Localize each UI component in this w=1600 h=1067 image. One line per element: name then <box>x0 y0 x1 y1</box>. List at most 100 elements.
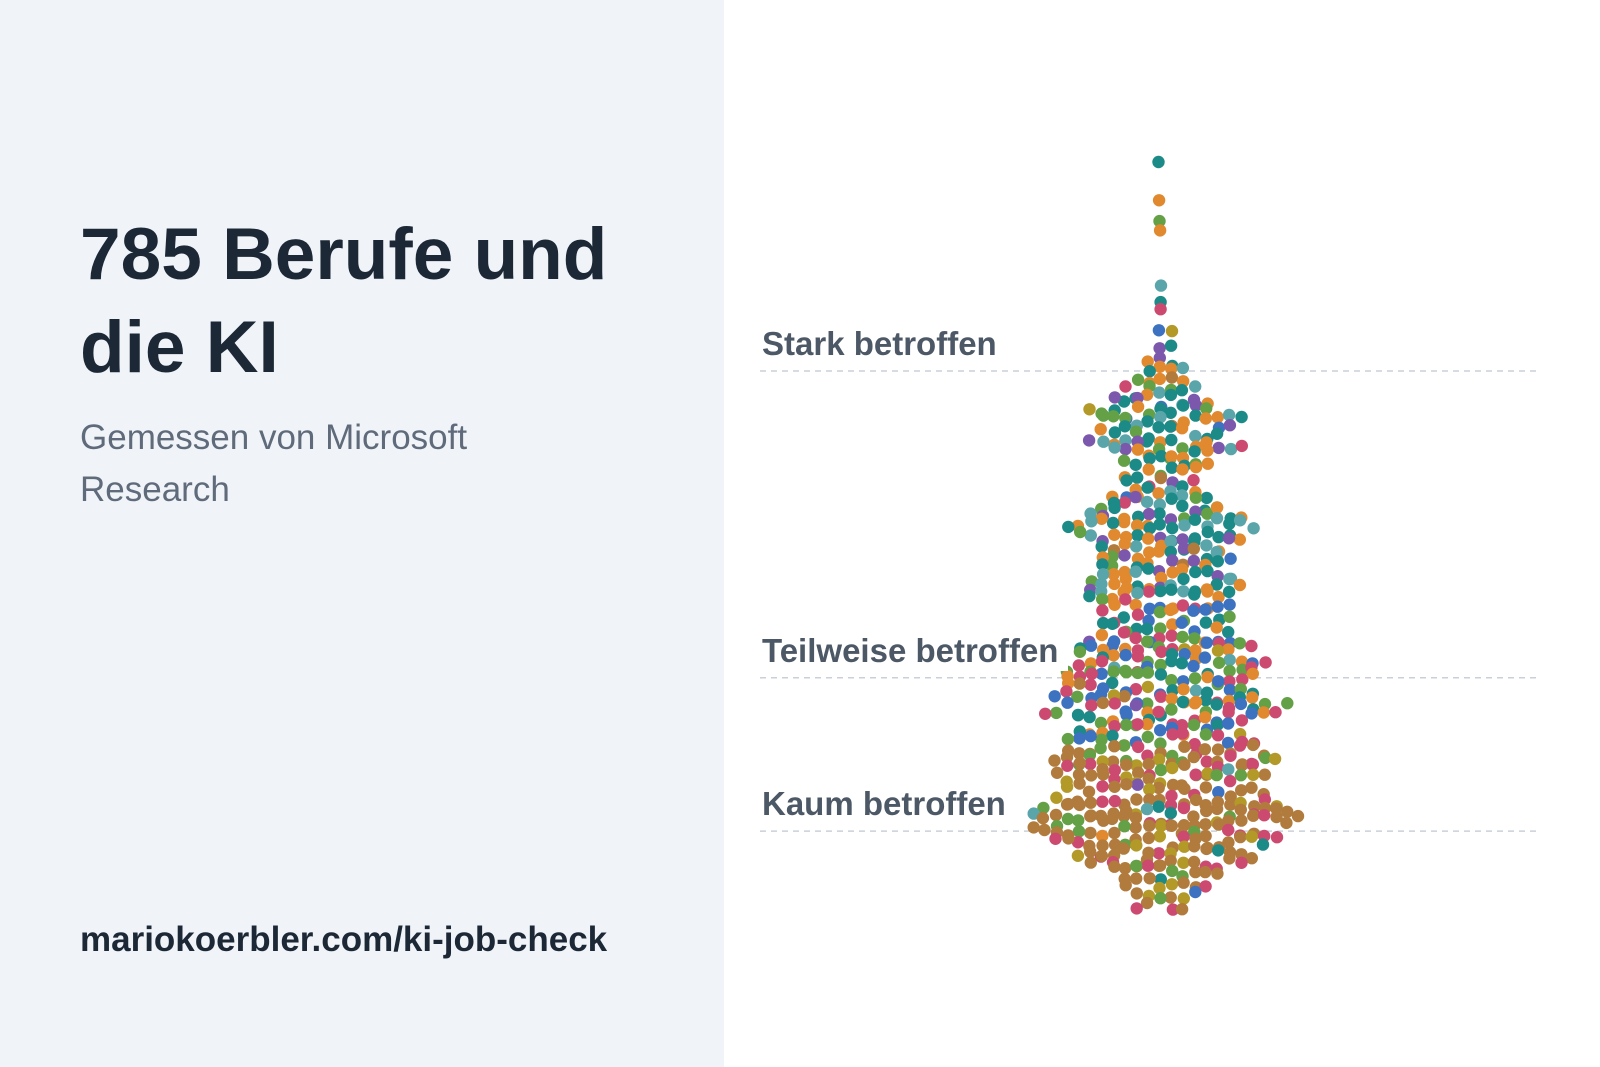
occupation-dot[interactable] <box>1200 804 1213 818</box>
occupation-dot[interactable] <box>1108 860 1121 873</box>
occupation-dot[interactable] <box>1152 705 1165 719</box>
occupation-dot[interactable] <box>1129 683 1143 696</box>
occupation-dot[interactable] <box>1199 728 1213 741</box>
occupation-dot[interactable] <box>1071 849 1085 862</box>
occupation-dot[interactable] <box>1084 757 1097 771</box>
occupation-dot[interactable] <box>1189 695 1203 709</box>
occupation-dot[interactable] <box>1142 831 1155 845</box>
occupation-dot[interactable] <box>1106 617 1119 630</box>
occupation-dot[interactable] <box>1189 399 1203 412</box>
occupation-dot[interactable] <box>1189 793 1203 807</box>
occupation-dot[interactable] <box>1246 758 1259 771</box>
occupation-dot[interactable] <box>1108 826 1121 840</box>
occupation-dot[interactable] <box>1084 845 1097 858</box>
occupation-dot[interactable] <box>1154 668 1168 681</box>
occupation-dot[interactable] <box>1072 814 1085 827</box>
occupation-dot[interactable] <box>1222 625 1235 639</box>
occupation-dot[interactable] <box>1280 816 1293 830</box>
occupation-dot[interactable] <box>1210 427 1224 440</box>
occupation-dot[interactable] <box>1129 598 1142 612</box>
occupation-dot[interactable] <box>1154 303 1167 316</box>
occupation-dot[interactable] <box>1234 769 1248 782</box>
occupation-dot[interactable] <box>1199 694 1212 707</box>
occupation-dot[interactable] <box>1153 881 1166 895</box>
occupation-dot[interactable] <box>1141 718 1154 731</box>
occupation-dot[interactable] <box>1223 653 1236 667</box>
occupation-dot[interactable] <box>1060 750 1074 764</box>
occupation-dot[interactable] <box>1223 664 1236 678</box>
occupation-dot[interactable] <box>1222 706 1235 719</box>
occupation-dot[interactable] <box>1131 778 1144 791</box>
occupation-dot[interactable] <box>1118 420 1132 433</box>
occupation-dot[interactable] <box>1117 515 1131 529</box>
occupation-dot[interactable] <box>1140 896 1154 910</box>
occupation-dot[interactable] <box>1281 697 1294 710</box>
occupation-dot[interactable] <box>1154 724 1167 737</box>
occupation-dot[interactable] <box>1119 648 1132 662</box>
occupation-dot[interactable] <box>1176 727 1189 740</box>
occupation-dot[interactable] <box>1178 840 1191 853</box>
occupation-dot[interactable] <box>1038 823 1051 837</box>
occupation-dot[interactable] <box>1085 769 1098 782</box>
occupation-dot[interactable] <box>1166 521 1179 535</box>
occupation-dot[interactable] <box>1154 763 1168 777</box>
occupation-dot[interactable] <box>1175 657 1188 670</box>
occupation-dot[interactable] <box>1119 434 1132 447</box>
occupation-dot[interactable] <box>1245 707 1258 720</box>
occupation-dot[interactable] <box>1234 803 1247 816</box>
occupation-dot[interactable] <box>1211 411 1224 424</box>
occupation-dot[interactable] <box>1094 423 1107 436</box>
occupation-dot[interactable] <box>1152 324 1166 337</box>
occupation-dot[interactable] <box>1049 832 1062 845</box>
occupation-dot[interactable] <box>1119 380 1132 393</box>
occupation-dot[interactable] <box>1164 891 1177 904</box>
occupation-dot[interactable] <box>1027 821 1040 834</box>
occupation-dot[interactable] <box>1142 772 1155 785</box>
occupation-dot[interactable] <box>1210 621 1223 634</box>
occupation-dot[interactable] <box>1142 585 1156 598</box>
occupation-dot[interactable] <box>1201 444 1214 457</box>
occupation-dot[interactable] <box>1106 729 1119 742</box>
occupation-dot[interactable] <box>1141 680 1155 694</box>
occupation-dot[interactable] <box>1176 695 1190 709</box>
occupation-dot[interactable] <box>1165 703 1178 716</box>
occupation-dot[interactable] <box>1141 635 1154 648</box>
occupation-dot[interactable] <box>1097 616 1110 630</box>
occupation-dot[interactable] <box>1108 577 1121 591</box>
occupation-dot[interactable] <box>1176 499 1189 513</box>
occupation-dot[interactable] <box>1120 718 1133 732</box>
occupation-dot[interactable] <box>1142 507 1156 521</box>
occupation-dot[interactable] <box>1155 819 1168 832</box>
occupation-dot[interactable] <box>1177 585 1190 598</box>
occupation-dot[interactable] <box>1084 856 1097 869</box>
occupation-dot[interactable] <box>1117 611 1130 624</box>
occupation-dot[interactable] <box>1142 562 1155 575</box>
occupation-dot[interactable] <box>1165 461 1179 474</box>
occupation-dot[interactable] <box>1142 532 1155 545</box>
occupation-dot[interactable] <box>1118 820 1131 833</box>
occupation-dot[interactable] <box>1129 565 1142 578</box>
occupation-dot[interactable] <box>1212 441 1225 455</box>
occupation-dot[interactable] <box>1131 608 1145 621</box>
occupation-dot[interactable] <box>1165 492 1178 505</box>
occupation-dot[interactable] <box>1165 674 1178 687</box>
occupation-dot[interactable] <box>1175 384 1189 397</box>
occupation-dot[interactable] <box>1189 865 1202 879</box>
occupation-dot[interactable] <box>1119 664 1132 678</box>
occupation-dot[interactable] <box>1211 555 1224 568</box>
occupation-dot[interactable] <box>1199 603 1212 616</box>
occupation-dot[interactable] <box>1164 535 1177 548</box>
occupation-dot[interactable] <box>1165 692 1178 705</box>
occupation-dot[interactable] <box>1073 756 1087 770</box>
occupation-dot[interactable] <box>1096 839 1109 852</box>
occupation-dot[interactable] <box>1084 826 1097 840</box>
occupation-dot[interactable] <box>1095 667 1108 680</box>
occupation-dot[interactable] <box>1061 812 1075 826</box>
occupation-dot[interactable] <box>1165 583 1178 596</box>
occupation-dot[interactable] <box>1178 519 1191 532</box>
occupation-dot[interactable] <box>1210 545 1223 559</box>
occupation-dot[interactable] <box>1153 386 1166 399</box>
occupation-dot[interactable] <box>1130 859 1143 873</box>
occupation-dot[interactable] <box>1095 849 1109 863</box>
occupation-dot[interactable] <box>1235 410 1248 424</box>
